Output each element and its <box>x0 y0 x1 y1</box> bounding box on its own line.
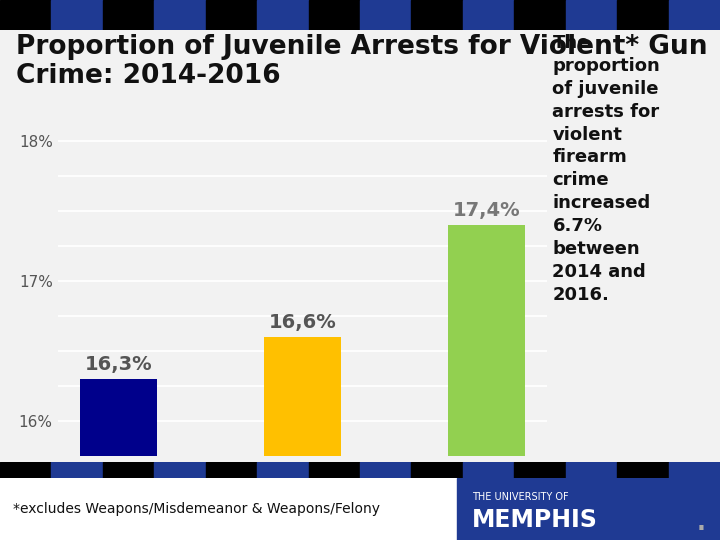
Bar <box>463 0 514 30</box>
Text: MEMPHIS: MEMPHIS <box>472 508 598 532</box>
Bar <box>51 462 103 478</box>
Text: 16,3%: 16,3% <box>85 355 153 374</box>
Bar <box>514 462 566 478</box>
Bar <box>264 338 341 540</box>
Bar <box>309 462 360 478</box>
Bar <box>514 0 566 30</box>
Bar <box>617 462 669 478</box>
Bar <box>80 379 157 540</box>
Bar <box>463 462 514 478</box>
Bar <box>206 462 257 478</box>
Bar <box>566 0 617 30</box>
Text: 17,4%: 17,4% <box>452 201 520 220</box>
Bar <box>154 462 206 478</box>
Bar <box>206 0 257 30</box>
Bar <box>566 462 617 478</box>
Bar <box>103 462 154 478</box>
Bar <box>103 0 154 30</box>
Bar <box>257 462 309 478</box>
Text: 16,6%: 16,6% <box>269 313 336 333</box>
Bar <box>154 0 206 30</box>
Bar <box>360 462 411 478</box>
Bar <box>669 0 720 30</box>
Bar <box>669 462 720 478</box>
Text: THE UNIVERSITY OF: THE UNIVERSITY OF <box>472 491 568 502</box>
Bar <box>257 0 309 30</box>
Bar <box>51 0 103 30</box>
Bar <box>309 0 360 30</box>
Bar <box>617 0 669 30</box>
Text: The
proportion
of juvenile
arrests for
violent
firearm
crime
increased
6.7%
betw: The proportion of juvenile arrests for v… <box>552 34 660 304</box>
Bar <box>0 478 457 540</box>
Text: Proportion of Juvenile Arrests for Violent* Gun
Crime: 2014-2016: Proportion of Juvenile Arrests for Viole… <box>17 34 708 89</box>
Bar <box>448 225 525 540</box>
Bar <box>411 462 463 478</box>
Bar <box>457 478 720 540</box>
Bar <box>0 0 51 30</box>
Bar <box>0 462 51 478</box>
Text: *excludes Weapons/Misdemeanor & Weapons/Felony: *excludes Weapons/Misdemeanor & Weapons/… <box>13 502 380 516</box>
Bar <box>411 0 463 30</box>
Text: .: . <box>697 511 706 535</box>
Bar <box>360 0 411 30</box>
